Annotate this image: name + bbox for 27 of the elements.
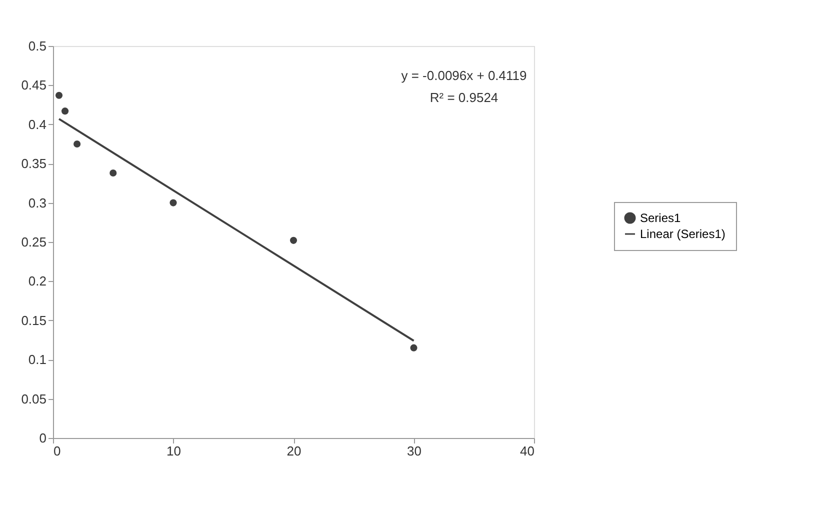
point [410,344,418,352]
annotation: y = -0.0096x + 0.4119 [401,68,527,83]
y-tick-label: 0.35 [21,156,46,172]
y-tick-label: 0.2 [28,274,46,289]
legend-label: Linear (Series1) [640,227,726,241]
point [74,140,81,148]
x-tick-label: 0 [54,444,61,458]
y-tick-label: 0.25 [21,234,46,250]
point [290,236,298,244]
y-tick-label: 0 [39,430,46,446]
x-tick-label: 40 [520,444,534,458]
x-tick-label: 10 [166,444,181,458]
point [55,92,63,99]
y-tick-label: 0.05 [21,391,46,406]
legend-label: Series1 [640,211,682,225]
point [61,108,69,115]
y-tick-label: 0.5 [28,38,46,54]
x-tick-label: 30 [407,444,422,458]
y-tick-label: 0.1 [28,352,46,368]
point [110,169,117,177]
y-tick-label: 0.4 [28,116,46,132]
y-tick-label: 0.3 [28,195,46,210]
x-tick-label: 20 [286,444,302,458]
y-tick-label: 0.45 [21,78,46,93]
annotation: R² = 0.9524 [430,90,498,105]
point [170,199,177,206]
y-tick-label: 0.15 [21,312,46,328]
